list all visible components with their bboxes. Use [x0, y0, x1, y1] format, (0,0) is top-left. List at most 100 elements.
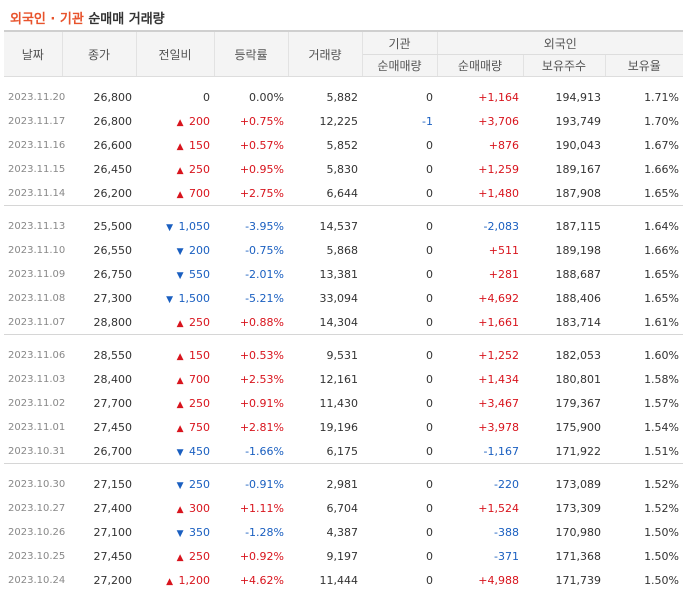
cell-date: 2023.10.25: [4, 544, 62, 568]
triangle-up-icon: ▲: [177, 376, 184, 386]
cell-volume: 5,830: [288, 157, 362, 181]
cell-date: 2023.10.26: [4, 520, 62, 544]
cell-rate: +0.75%: [214, 109, 288, 133]
triangle-up-icon: ▲: [177, 505, 184, 515]
cell-rate: +0.57%: [214, 133, 288, 157]
cell-foreign-hold: 180,801: [523, 367, 605, 391]
cell-foreign-hold: 188,687: [523, 262, 605, 286]
cell-date: 2023.11.09: [4, 262, 62, 286]
triangle-up-icon: ▲: [177, 118, 184, 128]
cell-foreign-hold: 183,714: [523, 310, 605, 335]
cell-foreign-net: +1,480: [437, 181, 523, 206]
triangle-up-icon: ▲: [177, 424, 184, 434]
cell-foreign-net: +3,467: [437, 391, 523, 415]
cell-rate: +4.62%: [214, 568, 288, 592]
cell-foreign-net: +4,988: [437, 568, 523, 592]
header-institution: 기관: [362, 31, 437, 55]
cell-rate: 0.00%: [214, 85, 288, 109]
cell-diff: ▲ 750: [136, 415, 214, 439]
cell-foreign-hold: 190,043: [523, 133, 605, 157]
cell-close: 26,550: [62, 238, 136, 262]
cell-rate: -5.21%: [214, 286, 288, 310]
triangle-down-icon: ▼: [177, 448, 184, 458]
cell-foreign-ratio: 1.50%: [605, 568, 683, 592]
cell-foreign-ratio: 1.66%: [605, 157, 683, 181]
diff-value: 550: [189, 268, 210, 281]
cell-inst-net: -1: [362, 109, 437, 133]
cell-close: 26,200: [62, 181, 136, 206]
diff-value: 250: [189, 397, 210, 410]
diff-value: 450: [189, 445, 210, 458]
cell-foreign-ratio: 1.64%: [605, 214, 683, 238]
cell-foreign-hold: 182,053: [523, 343, 605, 367]
group-spacer: [4, 77, 683, 86]
cell-diff: ▼ 200: [136, 238, 214, 262]
cell-foreign-ratio: 1.65%: [605, 286, 683, 310]
cell-close: 27,200: [62, 568, 136, 592]
triangle-up-icon: ▲: [177, 319, 184, 329]
diff-value: 250: [189, 163, 210, 176]
cell-foreign-net: -371: [437, 544, 523, 568]
cell-inst-net: 0: [362, 286, 437, 310]
header-date: 날짜: [4, 31, 62, 77]
cell-volume: 14,537: [288, 214, 362, 238]
cell-date: 2023.11.16: [4, 133, 62, 157]
cell-volume: 11,444: [288, 568, 362, 592]
cell-inst-net: 0: [362, 472, 437, 496]
cell-foreign-net: +1,259: [437, 157, 523, 181]
cell-diff: ▲ 150: [136, 133, 214, 157]
cell-volume: 14,304: [288, 310, 362, 335]
cell-rate: +0.88%: [214, 310, 288, 335]
cell-volume: 6,175: [288, 439, 362, 464]
cell-date: 2023.10.24: [4, 568, 62, 592]
cell-foreign-net: +1,164: [437, 85, 523, 109]
cell-foreign-ratio: 1.52%: [605, 496, 683, 520]
cell-volume: 12,225: [288, 109, 362, 133]
cell-rate: +0.91%: [214, 391, 288, 415]
cell-date: 2023.11.02: [4, 391, 62, 415]
cell-diff: ▲ 700: [136, 367, 214, 391]
cell-volume: 6,644: [288, 181, 362, 206]
cell-rate: +2.81%: [214, 415, 288, 439]
header-inst-net: 순매매량: [362, 55, 437, 77]
diff-value: 200: [189, 115, 210, 128]
cell-volume: 12,161: [288, 367, 362, 391]
triangle-down-icon: ▼: [177, 247, 184, 257]
cell-rate: -2.01%: [214, 262, 288, 286]
diff-value: 150: [189, 139, 210, 152]
header-diff: 전일비: [136, 31, 214, 77]
cell-rate: -1.66%: [214, 439, 288, 464]
cell-inst-net: 0: [362, 391, 437, 415]
spacer-cell: [4, 335, 683, 343]
cell-foreign-net: +1,252: [437, 343, 523, 367]
cell-date: 2023.11.03: [4, 367, 62, 391]
cell-close: 25,500: [62, 214, 136, 238]
cell-rate: +0.95%: [214, 157, 288, 181]
spacer-cell: [4, 464, 683, 472]
cell-close: 27,150: [62, 472, 136, 496]
header-rate: 등락률: [214, 31, 288, 77]
cell-foreign-hold: 173,089: [523, 472, 605, 496]
cell-foreign-hold: 194,913: [523, 85, 605, 109]
cell-foreign-hold: 173,309: [523, 496, 605, 520]
header-volume: 거래량: [288, 31, 362, 77]
cell-volume: 6,704: [288, 496, 362, 520]
cell-inst-net: 0: [362, 568, 437, 592]
cell-rate: +2.53%: [214, 367, 288, 391]
cell-rate: +0.92%: [214, 544, 288, 568]
cell-close: 28,400: [62, 367, 136, 391]
cell-close: 27,300: [62, 286, 136, 310]
cell-volume: 4,387: [288, 520, 362, 544]
cell-inst-net: 0: [362, 343, 437, 367]
cell-inst-net: 0: [362, 262, 437, 286]
cell-close: 27,400: [62, 496, 136, 520]
cell-foreign-net: +3,978: [437, 415, 523, 439]
